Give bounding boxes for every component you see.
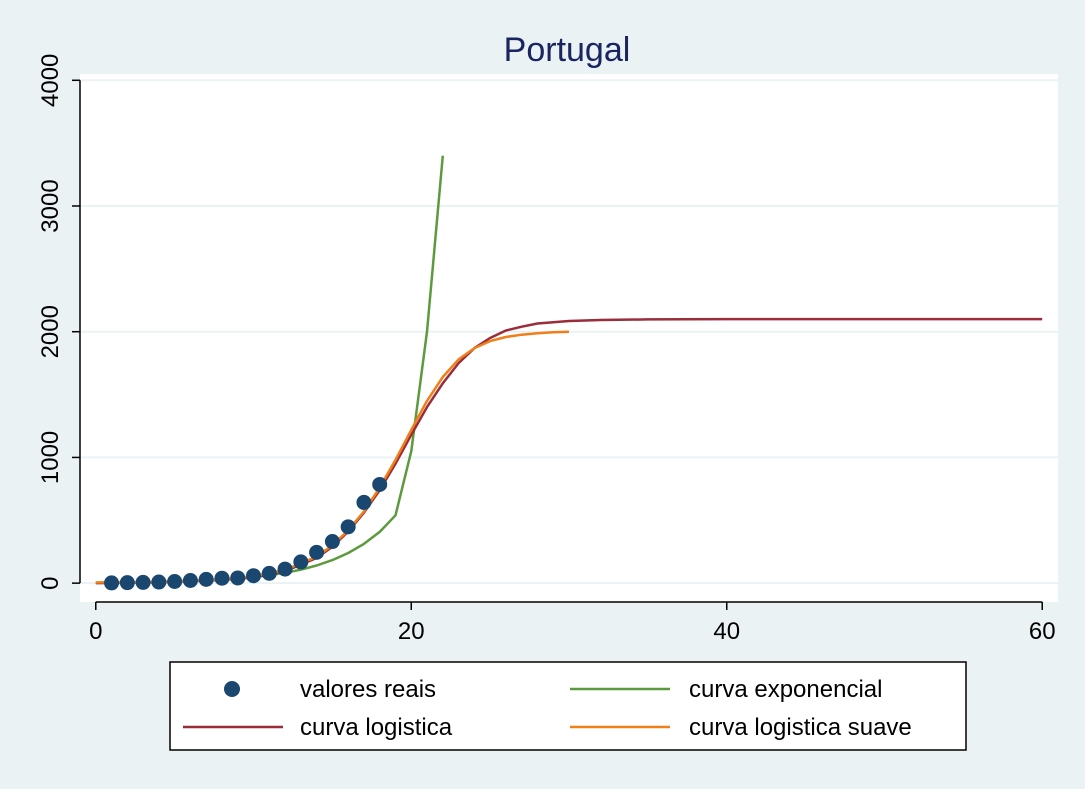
x-tick-label-40: 40 xyxy=(713,618,740,645)
y-tick-label-3000: 3000 xyxy=(37,179,64,232)
chart-title: Portugal xyxy=(504,31,631,69)
data-point-valores-reais xyxy=(277,561,293,577)
data-point-valores-reais xyxy=(167,574,183,590)
legend-label-valores-reais: valores reais xyxy=(300,676,436,703)
data-point-valores-reais xyxy=(261,565,277,581)
data-point-valores-reais xyxy=(135,574,151,590)
legend-marker-valores-reais xyxy=(224,681,240,697)
data-point-valores-reais xyxy=(324,534,340,550)
plot-background xyxy=(80,74,1058,602)
data-point-valores-reais xyxy=(104,575,120,591)
data-point-valores-reais xyxy=(340,519,356,535)
x-tick-label-20: 20 xyxy=(398,618,425,645)
x-tick-label-0: 0 xyxy=(89,618,102,645)
data-point-valores-reais xyxy=(246,568,262,584)
y-tick-label-2000: 2000 xyxy=(37,305,64,358)
data-point-valores-reais xyxy=(198,571,214,587)
data-point-valores-reais xyxy=(293,554,309,570)
legend: valores reais curva exponencial curva logi… xyxy=(169,661,967,751)
data-point-valores-reais xyxy=(230,570,246,586)
data-point-valores-reais xyxy=(214,570,230,586)
legend-box xyxy=(169,661,967,751)
data-point-valores-reais xyxy=(356,494,372,510)
x-tick-label-60: 60 xyxy=(1029,618,1056,645)
y-tick-label-0: 0 xyxy=(37,576,64,589)
legend-label-curva-logistica: curva logistica xyxy=(300,714,453,741)
data-point-valores-reais xyxy=(309,544,325,560)
data-point-valores-reais xyxy=(182,573,198,589)
data-point-valores-reais xyxy=(119,575,135,591)
series xyxy=(95,155,1043,591)
data-point-valores-reais xyxy=(372,476,388,492)
y-tick-label-1000: 1000 xyxy=(37,431,64,484)
data-point-valores-reais xyxy=(151,574,167,590)
legend-label-curva-exponencial: curva exponencial xyxy=(689,676,882,703)
axes: 0 1000 2000 3000 4000 0 20 40 60 xyxy=(37,54,1056,645)
legend-label-curva-logistica-suave: curva logistica suave xyxy=(689,714,912,741)
y-tick-label-4000: 4000 xyxy=(37,54,64,107)
